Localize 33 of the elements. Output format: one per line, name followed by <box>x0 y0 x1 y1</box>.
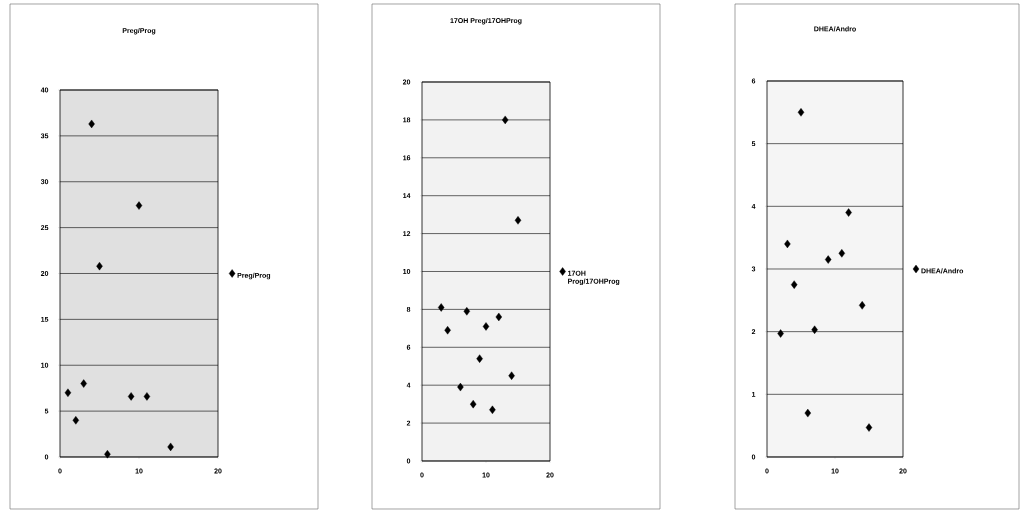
point <box>495 312 503 322</box>
point <box>96 261 103 271</box>
point <box>127 392 135 401</box>
point <box>438 303 445 312</box>
point <box>845 208 852 217</box>
point <box>859 301 866 310</box>
point <box>777 329 784 338</box>
point <box>811 325 818 334</box>
point <box>791 280 798 289</box>
point <box>784 239 791 249</box>
point <box>797 108 805 117</box>
point <box>502 115 509 125</box>
point <box>444 326 451 335</box>
point <box>514 216 522 225</box>
point <box>470 399 477 409</box>
point <box>135 201 143 210</box>
point <box>80 379 87 388</box>
point <box>482 322 490 331</box>
point <box>143 392 151 401</box>
point <box>865 423 873 432</box>
point <box>104 450 111 459</box>
point <box>476 354 483 363</box>
point <box>508 371 515 380</box>
point <box>825 255 832 264</box>
point <box>72 416 80 425</box>
point <box>457 382 464 392</box>
point <box>463 307 471 316</box>
point <box>64 388 72 397</box>
point <box>489 405 496 415</box>
point <box>167 442 174 452</box>
point <box>804 408 812 418</box>
point <box>838 249 845 258</box>
point <box>88 119 95 129</box>
